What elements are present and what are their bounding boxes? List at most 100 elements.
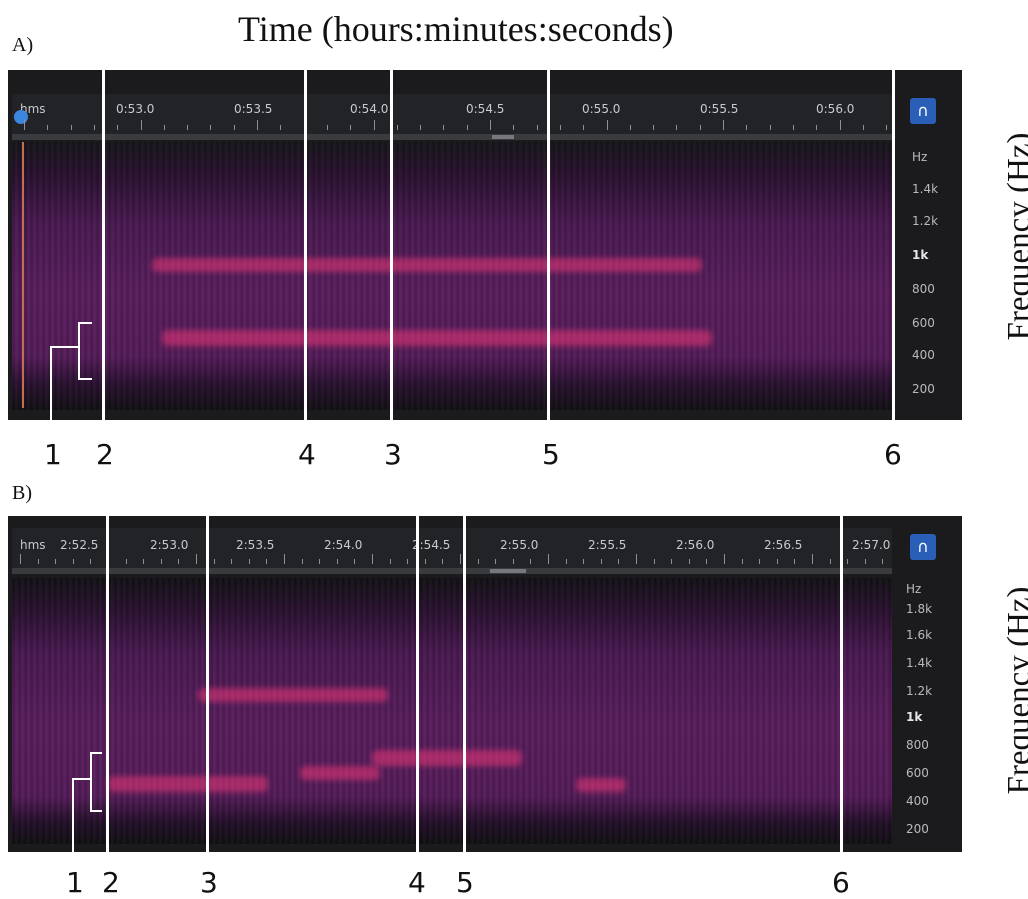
ruler-prefix: hms — [20, 538, 46, 552]
ruler-tick — [94, 125, 95, 130]
panel-a-time-ruler[interactable]: hms 0:53.0 0:53.5 0:54.0 0:54.5 0:55.0 0… — [12, 94, 892, 135]
panel-b-spectrogram-window: hms 2:52.5 2:53.0 2:53.5 2:54.0 2:54.5 2… — [8, 516, 962, 852]
time-label: 0:56.0 — [816, 102, 854, 116]
spectrogram-noise — [12, 578, 892, 844]
panel-b-y-axis-label: Frequency (Hz) — [1002, 571, 1028, 811]
ruler-tick — [882, 559, 883, 564]
hz-tick-label: 800 — [906, 738, 929, 752]
panel-a-bracket — [78, 322, 92, 380]
ruler-tick — [284, 554, 285, 564]
marker-number: 2 — [102, 866, 120, 899]
panel-b-letter: B) — [12, 482, 32, 505]
hz-tick-label: 600 — [912, 316, 935, 330]
ruler-tick — [467, 125, 468, 130]
ruler-tick — [548, 554, 549, 564]
ruler-tick — [513, 125, 514, 130]
hz-tick-label: 1k — [906, 710, 922, 724]
ruler-tick — [257, 120, 258, 130]
time-label: 2:53.5 — [236, 538, 274, 552]
time-label: 2:53.0 — [150, 538, 188, 552]
ruler-tick — [759, 559, 760, 564]
marker-number: 4 — [298, 438, 316, 471]
ruler-tick — [816, 125, 817, 130]
magnet-icon[interactable]: ∩ — [910, 534, 936, 560]
marker-number: 5 — [456, 866, 474, 899]
ruler-tick — [231, 559, 232, 564]
magnet-icon[interactable]: ∩ — [910, 98, 936, 124]
marker-number: 1 — [66, 866, 84, 899]
marker-number: 5 — [542, 438, 560, 471]
ruler-tick — [178, 559, 179, 564]
marker-number: 2 — [96, 438, 114, 471]
ruler-tick — [350, 125, 351, 130]
harmonic-band — [576, 778, 626, 792]
marker-line-6 — [840, 516, 843, 852]
ruler-tick — [420, 125, 421, 130]
panel-a-y-axis-label: Frequency (Hz) — [1002, 117, 1028, 357]
ruler-tick — [886, 125, 887, 130]
hz-tick-label: 400 — [912, 348, 935, 362]
ruler-tick — [689, 559, 690, 564]
panel-a-scrollbar[interactable] — [12, 134, 892, 140]
marker-line-5 — [547, 70, 550, 420]
ruler-tick — [583, 125, 584, 130]
ruler-tick — [20, 554, 21, 564]
ruler-tick — [302, 559, 303, 564]
ruler-ticks — [12, 120, 892, 132]
ruler-tick — [495, 559, 496, 564]
spectrogram-noise — [12, 142, 892, 410]
ruler-tick — [24, 120, 25, 130]
hz-tick-label: 1.4k — [912, 182, 938, 196]
hz-tick-label: 400 — [906, 794, 929, 808]
marker-line-6 — [892, 70, 895, 420]
time-label: 2:55.5 — [588, 538, 626, 552]
ruler-tick — [73, 559, 74, 564]
ruler-tick — [161, 559, 162, 564]
ruler-tick — [560, 125, 561, 130]
panel-a-spectrogram — [12, 142, 892, 410]
scrollbar-thumb[interactable] — [490, 569, 526, 573]
ruler-tick — [280, 125, 281, 130]
ruler-tick — [141, 120, 142, 130]
marker-line-3 — [390, 70, 393, 420]
time-label: 2:55.0 — [500, 538, 538, 552]
ruler-tick — [196, 554, 197, 564]
ruler-tick — [793, 125, 794, 130]
ruler-tick — [38, 559, 39, 564]
time-label: 0:54.0 — [350, 102, 388, 116]
scrollbar-thumb[interactable] — [492, 135, 514, 139]
panel-b-time-ruler[interactable]: hms 2:52.5 2:53.0 2:53.5 2:54.0 2:54.5 2… — [12, 528, 892, 569]
ruler-tick — [210, 125, 211, 130]
ruler-tick — [706, 559, 707, 564]
panel-b-bracket-arm — [72, 778, 92, 780]
ruler-tick — [770, 125, 771, 130]
ruler-tick — [214, 559, 215, 564]
ruler-tick — [266, 559, 267, 564]
hz-tick-label: 200 — [912, 382, 935, 396]
ruler-tick — [676, 125, 677, 130]
marker-line-3 — [206, 516, 209, 852]
marker-number: 3 — [384, 438, 402, 471]
ruler-tick — [55, 559, 56, 564]
ruler-tick — [847, 559, 848, 564]
ruler-tick — [442, 559, 443, 564]
ruler-tick — [863, 125, 864, 130]
ruler-tick — [372, 554, 373, 564]
time-label: 2:57.0 — [852, 538, 890, 552]
time-label: 2:56.0 — [676, 538, 714, 552]
ruler-tick — [607, 120, 608, 130]
ruler-tick — [374, 120, 375, 130]
ruler-tick — [601, 559, 602, 564]
harmonic-band-lower — [162, 330, 712, 346]
hz-tick-label: 1.6k — [906, 628, 932, 642]
ruler-tick — [249, 559, 250, 564]
marker-line-1 — [50, 346, 52, 442]
ruler-tick — [354, 559, 355, 564]
ruler-tick — [164, 125, 165, 130]
panel-a-letter: A) — [12, 34, 33, 57]
ruler-tick — [654, 559, 655, 564]
ruler-tick — [319, 559, 320, 564]
marker-number: 1 — [44, 438, 62, 471]
panel-b-scrollbar[interactable] — [12, 568, 892, 574]
ruler-tick — [337, 559, 338, 564]
